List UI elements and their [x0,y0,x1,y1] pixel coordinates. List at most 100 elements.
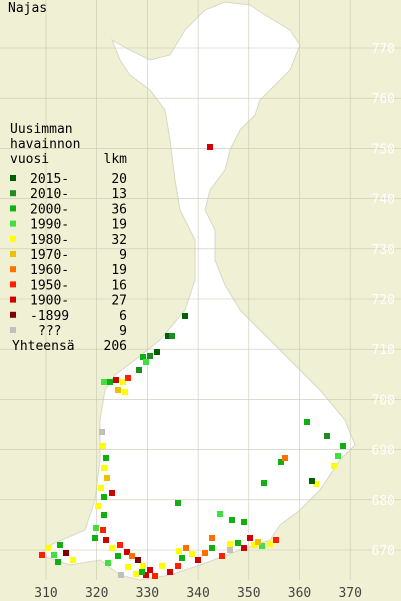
observation [195,557,201,563]
legend-count: 9 [119,248,127,263]
legend-swatch [10,327,16,333]
x-grid-label: 320 [85,586,108,601]
x-grid-label: 370 [338,586,361,601]
legend-heading: vuosi [10,152,49,167]
observation [147,353,153,359]
legend-count: 16 [111,278,127,293]
observation [45,545,51,551]
observation [207,144,213,150]
observation [104,475,110,481]
observation [176,548,182,554]
legend-swatch [10,235,16,242]
observation [99,429,105,435]
observation [219,553,225,559]
observation [154,349,160,355]
observation [227,541,233,547]
observation [101,494,107,500]
observation [101,465,107,471]
observation [39,552,45,558]
observation [235,540,241,546]
legend-count-heading: lkm [104,152,128,167]
observation [251,542,257,548]
legend-swatch [10,251,16,257]
observation [278,459,284,465]
title: Najas [8,1,47,16]
observation [159,563,165,569]
observation [122,389,128,395]
observation [335,453,341,459]
legend-count: 27 [111,294,127,309]
y-grid-label: 670 [372,544,395,559]
legend-count: 36 [111,202,127,217]
observation [273,537,279,543]
y-grid-label: 740 [372,193,395,208]
x-grid-label: 310 [34,586,57,601]
observation [227,547,233,553]
observation [209,535,215,541]
legend-label: 1970- [30,248,69,263]
observation [107,379,113,385]
legend-swatch [10,266,16,273]
y-grid-label: 770 [372,42,395,57]
legend-count: 20 [111,172,127,187]
legend-label: 2000- [30,202,69,217]
observations [39,144,346,579]
observation [115,387,121,393]
legend-total-label: Yhteensä [12,339,75,354]
legend-label: ??? [38,324,61,339]
legend-label: 2015- [30,172,69,187]
legend-label: 1900- [30,294,69,309]
observation [229,517,235,523]
observation [70,557,76,563]
y-grid-label: 700 [372,393,395,408]
legend-count: 32 [111,233,127,248]
legend-swatch [10,281,16,288]
observation [247,535,253,541]
observation [117,542,123,548]
legend-count: 19 [111,218,127,233]
observation [109,545,115,551]
observation [55,559,61,565]
x-grid-label: 350 [237,586,260,601]
observation [324,433,330,439]
observation [241,519,247,525]
legend-label: -1899 [30,309,69,324]
y-grid-label: 680 [372,494,395,509]
y-grid-label: 750 [372,142,395,157]
x-grid-label: 330 [136,586,159,601]
observation [100,527,106,533]
legend-swatch [10,175,16,181]
observation [63,550,69,556]
observation [255,539,261,545]
observation [169,333,175,339]
legend-label: 1960- [30,263,69,278]
observation [165,333,171,339]
observation [167,569,173,575]
observation [105,560,111,566]
legend-heading: Uusimman [10,122,73,137]
observation [92,535,98,541]
legend-swatch [10,296,16,303]
observation [101,512,107,518]
observation [261,480,267,486]
observation [124,549,130,555]
legend-count: 13 [111,187,127,202]
observation [304,419,310,425]
observation [133,571,139,577]
observation [202,550,208,556]
legend-count: 19 [111,263,127,278]
observation [217,511,223,517]
y-grid-label: 760 [372,92,395,107]
observation [241,545,247,551]
observation [57,542,63,548]
legend-count: 9 [119,324,127,339]
observation [109,490,115,496]
observation [140,354,146,360]
legend-heading: havainnon [10,137,80,152]
observation [189,551,195,557]
legend: 2015- 20 2010- 13 2000- 36 1990- 19 1980- 32 1970-… [10,172,127,354]
observation [93,525,99,531]
finland-outline [39,1,356,581]
observation [139,569,145,575]
